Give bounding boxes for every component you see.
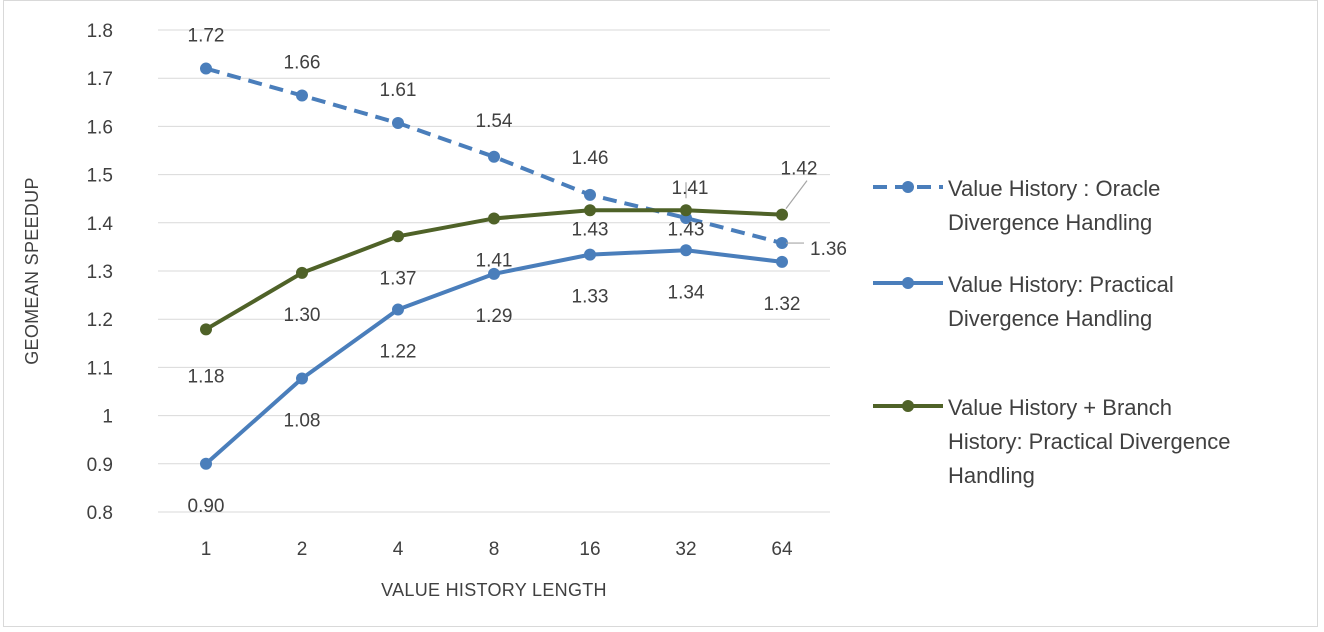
axes: 0.8 0.9 1 1.1 1.2 1.3 1.4 1.5 1.6 1.7 1.8 1 2 4 8 16 32 6…: [87, 21, 793, 560]
data-point: [488, 212, 500, 225]
data-point: [392, 303, 404, 316]
data-point: [296, 266, 308, 279]
data-label: 1.43: [668, 219, 705, 240]
data-label: 1.32: [764, 294, 801, 315]
data-point: [776, 208, 788, 221]
data-point: [200, 323, 212, 336]
data-point: [488, 267, 500, 280]
data-label: 1.34: [668, 282, 705, 303]
data-label: 1.54: [476, 111, 513, 132]
y-tick-label: 0.9: [87, 455, 113, 476]
legend-label: History: Practical Divergence: [948, 429, 1230, 454]
data-point: [584, 204, 596, 217]
y-tick-label: 1.6: [87, 117, 113, 138]
y-tick-label: 1.7: [87, 69, 113, 90]
data-label: 1.41: [672, 178, 709, 199]
data-point: [392, 230, 404, 243]
data-label: 1.43: [572, 219, 609, 240]
x-axis-title: VALUE HISTORY LENGTH: [381, 580, 607, 600]
legend-label: Divergence Handling: [948, 306, 1152, 331]
x-tick-label: 16: [579, 539, 600, 560]
data-label: 1.29: [476, 306, 513, 327]
y-axis-title: GEOMEAN SPEEDUP: [22, 177, 42, 365]
legend-label: Handling: [948, 463, 1035, 488]
x-tick-label: 64: [771, 539, 793, 560]
data-point: [200, 62, 212, 75]
series-lines: [200, 62, 788, 470]
data-label: 0.90: [188, 496, 225, 517]
data-point: [680, 244, 692, 257]
chart-frame: [3, 0, 1318, 627]
legend-label: Value History: Practical: [948, 272, 1174, 297]
data-label: 1.36: [810, 239, 847, 260]
legend-swatch-marker: [902, 181, 914, 193]
legend-label: Value History + Branch: [948, 395, 1172, 420]
data-label: 1.08: [284, 410, 321, 431]
leader-line: [785, 180, 808, 209]
x-tick-label: 2: [297, 539, 308, 560]
legend-label: Divergence Handling: [948, 210, 1152, 235]
data-point: [680, 204, 692, 217]
data-point: [584, 248, 596, 261]
data-label: 1.18: [188, 366, 225, 387]
x-tick-label: 32: [675, 539, 696, 560]
y-tick-label: 1: [102, 407, 113, 428]
data-point: [296, 372, 308, 385]
y-tick-label: 1.2: [87, 310, 113, 331]
data-labels: 1.72 1.66 1.61 1.54 1.46 1.41 1.36 0.90 1.08 1.22…: [188, 26, 847, 517]
data-point: [776, 255, 788, 268]
y-tick-label: 1.4: [87, 214, 114, 235]
data-label: 1.30: [284, 305, 321, 326]
data-point: [584, 188, 596, 201]
data-label: 1.41: [476, 250, 513, 271]
legend-label: Value History : Oracle: [948, 176, 1160, 201]
data-label: 1.66: [284, 53, 321, 74]
legend: Value History : Oracle Divergence Handlin…: [873, 176, 1230, 488]
y-tick-label: 0.8: [87, 503, 113, 524]
data-point: [200, 457, 212, 470]
leader-lines: [685, 180, 808, 244]
data-point: [392, 117, 404, 130]
data-label: 1.42: [781, 159, 818, 180]
x-tick-label: 1: [201, 539, 212, 560]
y-tick-label: 1.5: [87, 166, 113, 187]
y-tick-label: 1.1: [87, 358, 113, 379]
legend-swatch-marker: [902, 277, 914, 289]
data-label: 1.22: [380, 342, 417, 363]
data-point: [776, 237, 788, 250]
y-tick-label: 1.8: [87, 21, 113, 42]
data-point: [488, 150, 500, 163]
x-tick-label: 8: [489, 539, 500, 560]
data-label: 1.37: [380, 268, 417, 289]
data-label: 1.33: [572, 287, 609, 308]
legend-swatch-marker: [902, 400, 914, 412]
y-tick-label: 1.3: [87, 262, 113, 283]
data-label: 1.72: [188, 26, 225, 47]
data-label: 1.61: [380, 80, 417, 101]
gridlines: [158, 29, 830, 513]
data-label: 1.46: [572, 148, 609, 169]
x-tick-label: 4: [393, 539, 404, 560]
data-point: [296, 89, 308, 102]
